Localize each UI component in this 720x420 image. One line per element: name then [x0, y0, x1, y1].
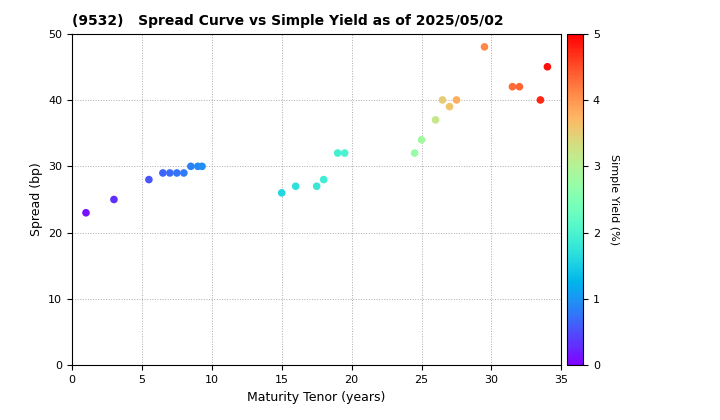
Point [157, 170, 168, 176]
Point [541, 63, 553, 70]
Point [479, 44, 490, 50]
Point [290, 183, 302, 189]
Point [513, 83, 525, 90]
Point [409, 150, 420, 156]
Point [318, 176, 330, 183]
Point [437, 97, 449, 103]
Point [178, 170, 189, 176]
X-axis label: Maturity Tenor (years): Maturity Tenor (years) [248, 391, 386, 404]
Point [535, 97, 546, 103]
Point [507, 83, 518, 90]
Y-axis label: Spread (bp): Spread (bp) [30, 163, 42, 236]
Point [171, 170, 183, 176]
Point [185, 163, 197, 170]
Point [311, 183, 323, 189]
Point [332, 150, 343, 156]
Point [80, 210, 91, 216]
Point [192, 163, 204, 170]
Point [444, 103, 455, 110]
Y-axis label: Simple Yield (%): Simple Yield (%) [609, 154, 619, 245]
Point [276, 189, 287, 196]
Point [430, 116, 441, 123]
Point [164, 170, 176, 176]
Text: (9532)   Spread Curve vs Simple Yield as of 2025/05/02: (9532) Spread Curve vs Simple Yield as o… [72, 14, 503, 28]
Point [197, 163, 208, 170]
Point [108, 196, 120, 203]
Point [143, 176, 155, 183]
Point [451, 97, 462, 103]
Point [339, 150, 351, 156]
Point [415, 136, 427, 143]
